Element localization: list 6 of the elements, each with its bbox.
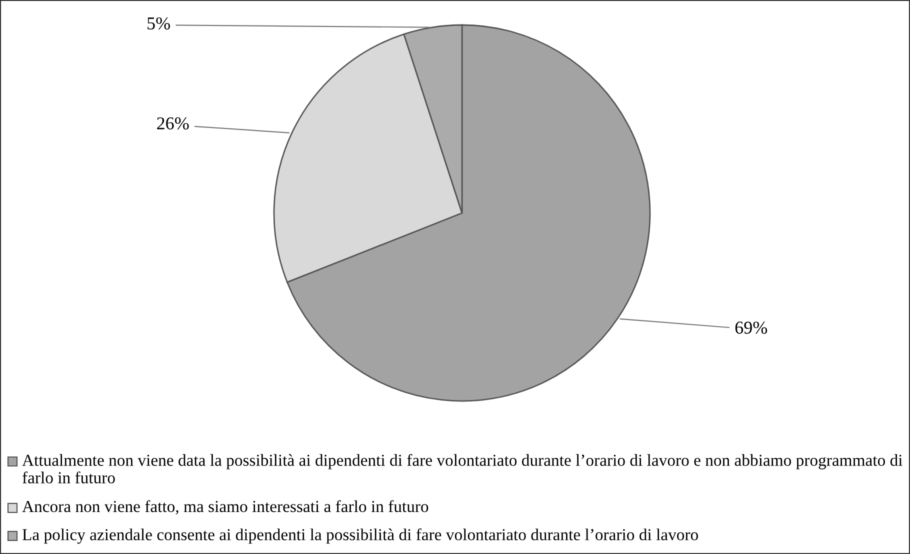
data-label: 5% [148,17,170,30]
data-label: 69% [735,322,768,334]
legend-label: Ancora non viene fatto, ma siamo interessati a farlo in futuro [22,500,428,515]
legend-label: La policy aziendale consente ai dipendenti la possibilità di fare volontariato durante l’orario di lavoro [22,528,698,544]
data-label: 26% [157,117,189,130]
legend-label: Attualmente non viene data la possibilità ai dipendenti di fare volontariato durante l’orario di lavoro e non abbiamo programmato di farlo in futuro [22,454,902,484]
